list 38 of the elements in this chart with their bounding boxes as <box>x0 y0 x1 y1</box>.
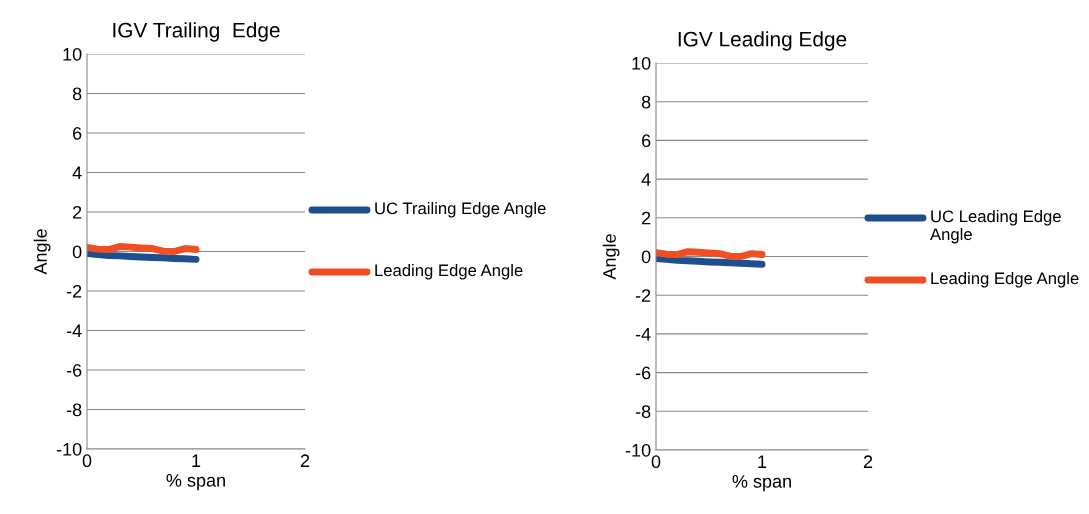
y-tick-label: -4 <box>66 324 82 338</box>
x-tick-label: 2 <box>863 455 873 468</box>
x-tick-label: 0 <box>651 455 661 469</box>
y-tick-label: -10 <box>56 442 82 456</box>
y-tick-label: -4 <box>635 328 651 341</box>
y-tick-label: 10 <box>632 56 651 70</box>
y-tick-label: 0 <box>72 245 82 259</box>
y-tick-label: -2 <box>66 284 82 298</box>
y-axis-title: Angle <box>33 229 51 275</box>
y-tick-label: 8 <box>72 87 82 101</box>
legend-label: Leading Edge Angle <box>375 264 523 280</box>
y-tick-label: 6 <box>73 126 82 140</box>
y-tick-label: -8 <box>66 403 82 417</box>
y-tick-label: -2 <box>635 289 651 302</box>
y-tick-label: -8 <box>635 405 651 419</box>
legend-label: UC Trailing Edge Angle <box>375 202 546 218</box>
y-axis-title: Angle <box>602 234 620 280</box>
y-tick-label: 10 <box>63 47 82 61</box>
y-tick-label: -6 <box>66 363 82 377</box>
y-tick-label: 4 <box>641 173 651 186</box>
y-tick-label: 4 <box>72 166 82 180</box>
x-tick-label: 1 <box>758 455 767 468</box>
x-tick-label: 1 <box>192 454 201 467</box>
x-axis-title: % span <box>732 475 791 492</box>
y-tick-label: 0 <box>641 250 651 264</box>
legend-label: UC Leading Edge Angle <box>930 210 1061 244</box>
y-tick-label: -10 <box>625 443 651 457</box>
chart-title: IGV Trailing Edge <box>113 22 280 42</box>
legend-label: Leading Edge Angle <box>931 272 1079 288</box>
chart-title: IGV Leading Edge <box>678 31 847 51</box>
y-tick-label: 6 <box>642 134 651 148</box>
x-tick-label: 2 <box>300 454 310 467</box>
y-tick-label: -6 <box>635 366 651 380</box>
x-tick-label: 0 <box>82 454 92 468</box>
y-tick-label: 8 <box>641 95 651 109</box>
y-tick-label: 2 <box>73 205 82 219</box>
y-tick-label: 2 <box>642 211 651 225</box>
x-axis-title: % span <box>166 474 225 491</box>
